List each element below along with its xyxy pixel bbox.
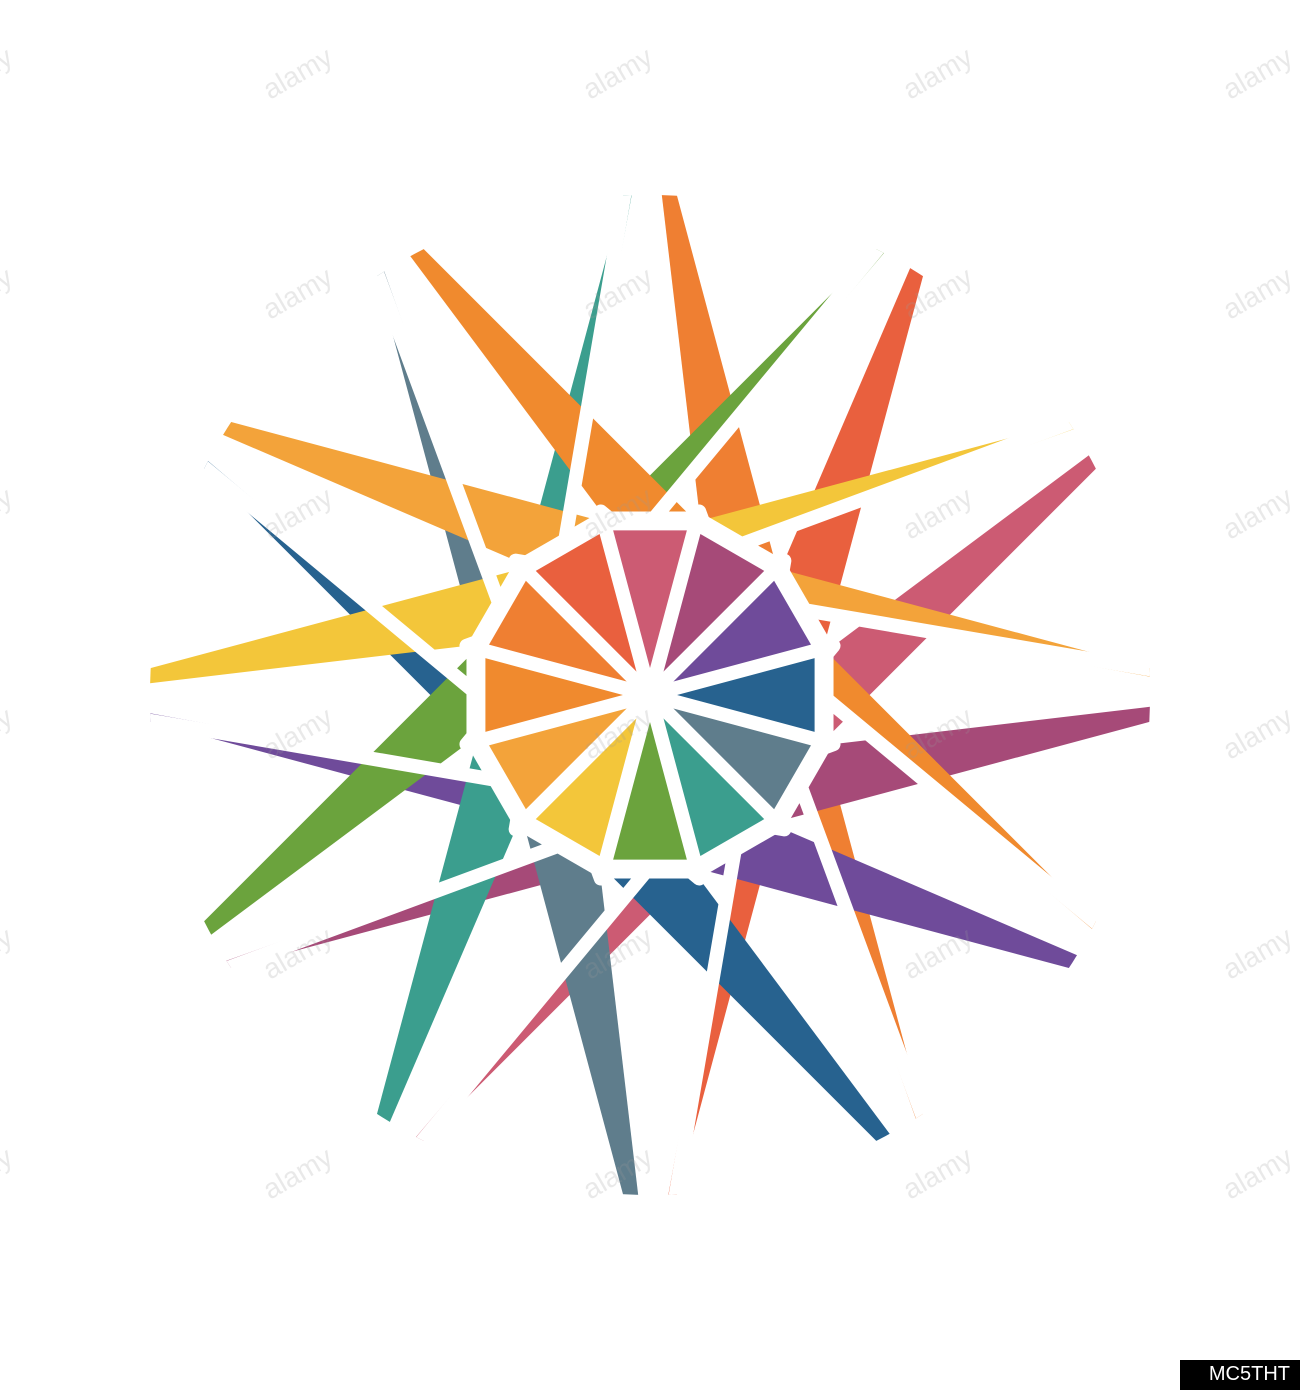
watermark: alamy [258,1141,338,1205]
watermark: alamy [1218,1141,1298,1205]
watermark: alamy [898,1141,978,1205]
watermark: alamy [578,41,658,105]
watermark: alamy [0,41,18,105]
watermark: alamy [0,1141,18,1205]
watermark: alamy [1218,701,1298,765]
inner-hub [482,527,819,864]
watermark: alamy [0,261,18,325]
watermark: alamy [258,41,338,105]
watermark: alamy [0,481,18,545]
watermark: alamy [1218,481,1298,545]
watermark: alamy [0,921,18,985]
watermark: alamy [0,701,18,765]
watermark: alamy [1218,261,1298,325]
shutter-color-wheel: alamy alamy alamy alamy alamy alamy alamy alamy… [0,0,1300,1390]
watermark: alamy [1218,921,1298,985]
watermark: alamy [1218,41,1298,105]
image-code: MC5THT [1209,1363,1290,1385]
watermark: alamy [898,41,978,105]
